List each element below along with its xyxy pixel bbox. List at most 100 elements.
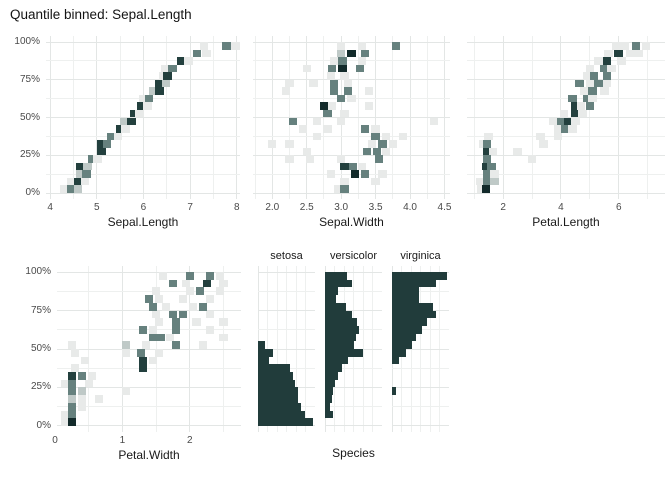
chart-title: Quantile binned: Sepal.Length xyxy=(10,7,192,22)
tile xyxy=(563,117,573,126)
gridline xyxy=(253,60,450,62)
tile xyxy=(604,49,613,58)
gridline xyxy=(467,135,665,137)
tile xyxy=(71,364,80,373)
panel-sepal-width xyxy=(253,36,450,199)
gridline xyxy=(392,425,449,427)
tile xyxy=(182,279,191,288)
tile xyxy=(620,42,629,50)
bar xyxy=(325,295,336,303)
tile xyxy=(482,140,492,148)
tile xyxy=(326,170,335,178)
tile xyxy=(488,147,498,156)
tile xyxy=(138,364,147,373)
tile xyxy=(340,177,349,186)
bar xyxy=(325,349,364,357)
facet-panel-virginica xyxy=(392,266,449,432)
x-tick-label: 4.0 xyxy=(403,202,417,213)
tile xyxy=(135,109,145,118)
tile xyxy=(67,387,76,396)
gridline xyxy=(258,348,315,350)
tile xyxy=(568,94,577,103)
tile xyxy=(268,140,277,148)
tile xyxy=(571,117,580,126)
tile xyxy=(355,64,364,73)
tile xyxy=(347,49,356,58)
tile xyxy=(536,132,545,141)
x-tick-label: 5 xyxy=(94,202,100,213)
tile xyxy=(364,102,373,110)
tile xyxy=(475,177,485,186)
gridline xyxy=(253,192,450,194)
tile xyxy=(205,310,215,319)
gridline xyxy=(258,425,315,427)
facet-label: setosa xyxy=(270,250,303,262)
tile xyxy=(481,185,491,193)
tile xyxy=(553,125,563,133)
tile xyxy=(381,132,391,141)
tile xyxy=(490,170,499,178)
facet-label: virginica xyxy=(400,250,441,262)
tile xyxy=(326,72,335,80)
bar xyxy=(325,310,352,319)
gridline xyxy=(57,386,241,388)
x-tick-label: 2.0 xyxy=(265,202,280,213)
bar xyxy=(325,372,339,380)
tile xyxy=(309,79,318,88)
gridline xyxy=(57,290,241,292)
tile xyxy=(168,64,177,73)
bar xyxy=(325,272,348,280)
tile xyxy=(177,57,187,65)
x-tick-label: 6 xyxy=(140,202,147,213)
gridline xyxy=(258,310,315,312)
tile xyxy=(582,94,592,103)
tile xyxy=(216,287,225,296)
tile xyxy=(66,177,76,186)
facet-label: versicolor xyxy=(329,250,378,262)
tile xyxy=(582,72,592,80)
tile xyxy=(202,49,211,58)
tile xyxy=(205,272,215,280)
tile xyxy=(357,57,366,65)
tile xyxy=(561,125,570,133)
y-tick-label: 25% xyxy=(19,149,40,161)
tile xyxy=(399,132,408,141)
bar xyxy=(258,372,293,380)
tile xyxy=(155,295,164,303)
tile xyxy=(482,177,492,186)
tile xyxy=(222,42,231,50)
tile xyxy=(312,132,322,141)
tile xyxy=(371,132,380,141)
tile xyxy=(129,109,139,118)
tile xyxy=(120,117,130,126)
tile xyxy=(600,64,609,73)
gridline xyxy=(325,367,382,369)
tile xyxy=(113,132,123,141)
tile xyxy=(302,64,311,73)
tile xyxy=(549,117,558,126)
gridline xyxy=(57,271,241,273)
tile xyxy=(388,140,397,148)
tile xyxy=(67,418,76,426)
tile xyxy=(185,272,194,280)
tile xyxy=(73,185,83,193)
bar xyxy=(325,387,333,396)
y-tick-label: 50% xyxy=(19,111,40,123)
tile xyxy=(594,79,603,88)
x-tick-label: 2 xyxy=(500,202,506,213)
tile xyxy=(77,402,86,411)
bar xyxy=(392,349,407,357)
tile xyxy=(97,140,106,148)
tile xyxy=(168,310,177,319)
tile xyxy=(202,279,211,288)
tile xyxy=(312,117,322,126)
bar xyxy=(392,318,427,326)
x-tick-label: 7 xyxy=(187,202,193,213)
gridline xyxy=(325,425,382,427)
bar xyxy=(392,272,447,280)
tile xyxy=(168,279,177,288)
tile xyxy=(145,295,154,303)
axis-title-species: Species xyxy=(332,446,375,460)
tile xyxy=(361,170,370,178)
